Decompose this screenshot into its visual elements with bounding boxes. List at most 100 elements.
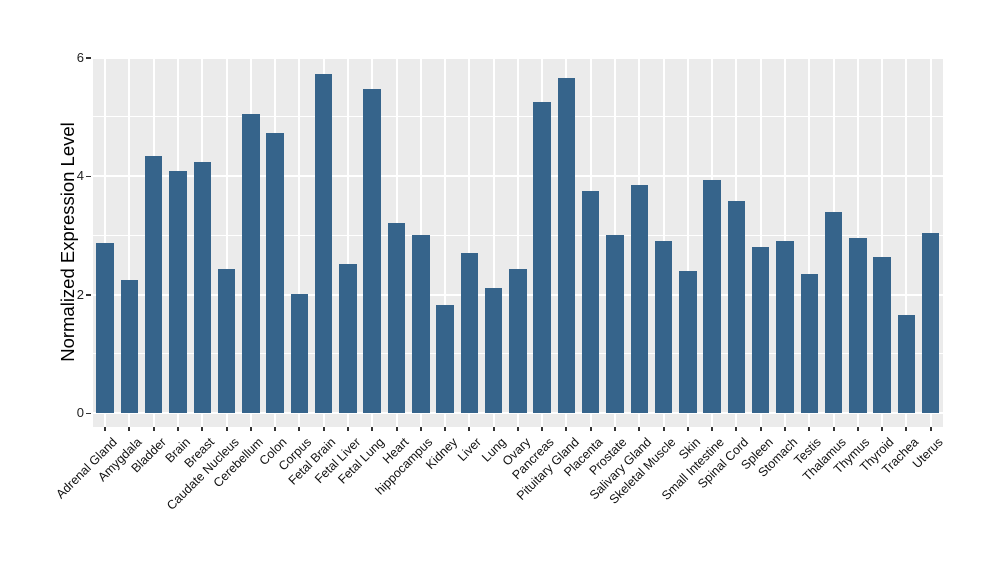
bar xyxy=(727,200,746,413)
bar-slot xyxy=(190,57,214,427)
x-tick-mark xyxy=(905,427,908,431)
x-tick-mark xyxy=(395,427,398,431)
x-tick-mark xyxy=(492,427,495,431)
vertical-gridline xyxy=(298,57,301,427)
vertical-gridline xyxy=(881,57,884,427)
bar xyxy=(339,263,357,413)
x-tick-mark xyxy=(346,427,349,431)
bar-slot xyxy=(384,57,408,427)
bar-slot xyxy=(506,57,530,427)
bar xyxy=(144,156,163,413)
bar xyxy=(314,73,333,413)
x-tick-mark xyxy=(881,427,884,431)
x-tick-mark xyxy=(298,427,301,431)
bar-slot xyxy=(239,57,263,427)
bar xyxy=(630,185,649,413)
y-tick-mark xyxy=(86,175,91,178)
x-tick-mark xyxy=(225,427,228,431)
x-axis-slot: Pituitary Gland xyxy=(514,427,581,577)
bar xyxy=(387,223,406,413)
bar xyxy=(776,240,794,413)
bar xyxy=(217,269,236,413)
bar-slot xyxy=(287,57,311,427)
bar xyxy=(96,242,114,413)
x-axis-slot: hippocampus xyxy=(373,427,436,577)
vertical-gridline xyxy=(225,57,228,427)
bar-slot xyxy=(530,57,554,427)
x-tick-mark xyxy=(662,427,665,431)
x-tick-mark xyxy=(711,427,714,431)
vertical-gridline xyxy=(516,57,519,427)
bar xyxy=(897,315,916,413)
x-tick-mark xyxy=(201,427,204,431)
x-axis-slot: Pancreas xyxy=(510,427,557,577)
x-tick-mark xyxy=(371,427,374,431)
vertical-gridline xyxy=(905,57,908,427)
x-axis-slot: Brain xyxy=(162,427,193,577)
bar-slot xyxy=(360,57,384,427)
y-axis-title: Normalized Expression Level xyxy=(57,122,78,362)
x-tick-mark xyxy=(929,427,932,431)
x-axis-slot: Adrenal Gland xyxy=(54,427,120,577)
bar xyxy=(290,294,309,413)
x-tick-mark xyxy=(565,427,568,431)
x-axis-slot: Bladder xyxy=(128,427,169,577)
bar xyxy=(509,268,527,413)
y-tick-mark xyxy=(86,412,91,414)
bar xyxy=(751,246,770,413)
x-tick-mark xyxy=(614,427,617,431)
x-axis-slot: Fetal Brain xyxy=(286,427,339,577)
x-tick-mark xyxy=(176,427,179,431)
bar xyxy=(654,241,673,413)
bar-slot xyxy=(797,57,821,427)
y-tick-mark xyxy=(86,294,91,296)
x-axis-slot: Fetal Lung xyxy=(335,427,387,577)
bar-slot xyxy=(409,57,433,427)
x-tick-mark xyxy=(419,427,422,431)
bar xyxy=(533,101,551,413)
bar xyxy=(363,89,381,413)
bar-slot xyxy=(312,57,336,427)
bar-slot xyxy=(433,57,457,427)
x-tick-mark xyxy=(104,427,107,431)
bar xyxy=(120,279,139,413)
x-tick-mark xyxy=(686,427,689,431)
bar xyxy=(484,287,503,413)
bar xyxy=(824,212,843,413)
vertical-gridline xyxy=(808,57,811,427)
bar-slot xyxy=(894,57,918,427)
bar-slot xyxy=(457,57,481,427)
x-axis-slot: Kidney xyxy=(423,427,460,577)
y-tick-mark xyxy=(86,57,91,59)
x-tick-mark xyxy=(274,427,277,431)
x-axis-slot: Heart xyxy=(380,427,411,577)
bar-slot xyxy=(724,57,748,427)
vertical-gridline xyxy=(104,57,107,427)
bar xyxy=(557,77,576,413)
x-tick-mark xyxy=(516,427,519,431)
bar xyxy=(460,253,479,413)
bar-slot xyxy=(676,57,700,427)
x-axis-slot: Thyroid xyxy=(858,427,897,577)
bar-slot xyxy=(579,57,603,427)
bar xyxy=(921,233,940,413)
x-axis-slot: Caudate Nucleus xyxy=(164,427,241,577)
vertical-gridline xyxy=(444,57,447,427)
x-axis-slot: Trachea xyxy=(879,427,921,577)
bar xyxy=(849,237,867,413)
bar-slot xyxy=(166,57,190,427)
bar xyxy=(412,234,430,413)
x-axis-slot: Breast xyxy=(182,427,217,577)
bar-slot xyxy=(142,57,166,427)
x-axis-slot: Colon xyxy=(257,427,290,577)
x-tick-mark xyxy=(322,427,325,431)
x-tick-mark xyxy=(759,427,762,431)
plot-area xyxy=(93,57,943,427)
vertical-gridline xyxy=(759,57,762,427)
bar xyxy=(606,234,624,413)
x-axis-slot: Stomach xyxy=(755,427,800,577)
bar xyxy=(679,271,697,413)
vertical-gridline xyxy=(346,57,349,427)
y-tick-label: 0 xyxy=(76,405,84,420)
